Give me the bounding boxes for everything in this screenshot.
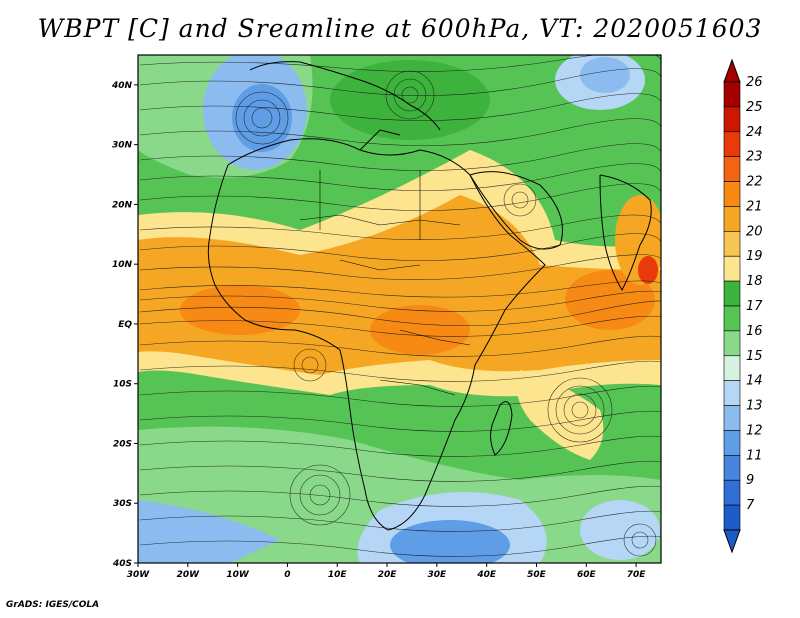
colorbar-swatch [723, 380, 741, 406]
colorbar-swatch [723, 106, 741, 133]
colorbar-level-label: 16 [746, 324, 763, 339]
colorbar-level-label: 23 [746, 150, 763, 165]
colorbar-swatch [723, 131, 741, 157]
latitude-axis: 40N 30N 20N 10N EQ 10S 20S 30S 40S [111, 81, 138, 569]
lon-tick-label: 20E [378, 570, 398, 580]
lat-tick-label: 10S [113, 380, 132, 390]
colorbar-level-label: 26 [746, 75, 763, 90]
colorbar-level-label: 9 [746, 473, 754, 488]
colorbar-swatch [723, 156, 741, 182]
map-title: WBPT [C] and Sreamline at 600hPa, VT: 20… [37, 14, 763, 43]
lon-tick-label: 40E [476, 570, 497, 580]
colorbar-level-label: 21 [746, 199, 763, 214]
lon-tick-label: 0 [284, 570, 290, 580]
lon-tick-label: 30W [127, 570, 151, 580]
colorbar-level-label: 15 [746, 349, 763, 364]
colorbar-min-arrow [723, 529, 741, 554]
coastlines [207, 61, 652, 531]
colorbar-level-label: 12 [746, 423, 763, 438]
lat-tick-label: 20N [112, 200, 133, 210]
lat-tick-label: 10N [112, 260, 133, 270]
lon-tick-label: 10E [328, 570, 348, 580]
colorbar-swatch [723, 231, 741, 257]
colorbar-max-arrow [723, 58, 741, 83]
colorbar-swatch [723, 181, 741, 207]
colorbar-level-label: 22 [746, 175, 763, 190]
lat-tick-label: 30N [112, 141, 133, 151]
colorbar-swatch [723, 355, 741, 381]
plot-frame [137, 54, 662, 564]
lat-tick-label: 30S [113, 499, 132, 509]
colorbar-swatch [723, 206, 741, 232]
colorbar-swatch [723, 405, 741, 431]
lon-tick-label: 30E [428, 570, 448, 580]
lon-tick-label: 50E [527, 570, 547, 580]
grads-credit: GrADS: IGES/COLA [6, 600, 100, 610]
streamlines [139, 55, 661, 557]
colorbar-level-label: 14 [746, 374, 763, 389]
colorbar-swatch [723, 479, 741, 506]
colorbar-swatch [723, 330, 741, 357]
colorbar-level-label: 17 [746, 299, 763, 314]
colorbar-swatch [723, 455, 741, 481]
colorbar: 26 25 24 23 22 21 20 19 18 17 16 15 14 13 12 11 9 7 [723, 58, 763, 554]
colorbar-swatch [723, 504, 741, 531]
longitude-axis: 30W 20W 10W 0 10E 20E 30E 40E 50E 60E 70E [127, 563, 647, 580]
colorbar-level-label: 18 [746, 274, 763, 289]
colorbar-level-label: 24 [746, 125, 763, 140]
colorbar-level-label: 19 [746, 249, 763, 264]
lon-tick-label: 10W [226, 570, 250, 580]
colorbar-level-label: 25 [746, 100, 763, 115]
wbpt-field [138, 55, 661, 563]
lat-tick-label: EQ [118, 320, 132, 330]
colorbar-level-label: 13 [746, 399, 763, 414]
colorbar-swatch [723, 280, 741, 307]
lon-tick-label: 60E [577, 570, 597, 580]
lat-tick-label: 40N [111, 81, 133, 91]
colorbar-swatch [723, 255, 741, 282]
colorbar-swatch [723, 305, 741, 332]
lon-tick-label: 20W [177, 570, 201, 580]
colorbar-swatch [723, 430, 741, 456]
colorbar-swatch [723, 81, 741, 108]
lat-tick-label: 40S [112, 559, 132, 569]
colorbar-level-label: 11 [746, 448, 763, 463]
lat-tick-label: 20S [113, 439, 132, 449]
colorbar-level-label: 7 [746, 498, 755, 513]
lon-tick-label: 70E [627, 570, 647, 580]
colorbar-level-label: 20 [746, 224, 763, 239]
